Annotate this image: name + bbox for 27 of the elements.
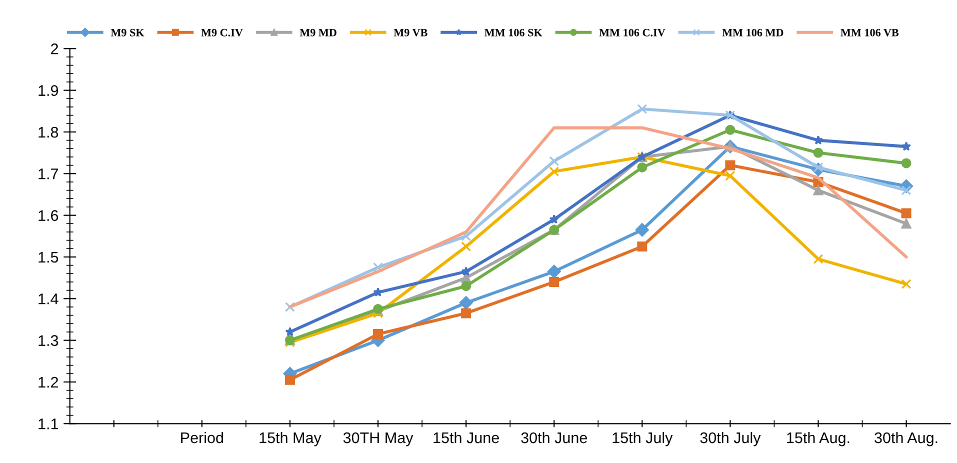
x-tick-label: 30th June <box>521 432 587 444</box>
y-tick-label: 1.4 <box>38 294 58 304</box>
x-tick-label: 15th May <box>260 432 322 446</box>
x-tick-label: 30th July <box>700 432 761 446</box>
legend-label: MM 106 C.IV <box>599 28 666 36</box>
y-tick-label: 1.8 <box>38 126 58 138</box>
x-tick-label: Period <box>181 432 224 444</box>
y-tick-label: 1.3 <box>38 335 58 346</box>
x-tick-label: 30th Aug. <box>874 432 938 446</box>
x-tick-label: 15th June <box>434 432 499 444</box>
legend-label: MM 106 VB <box>840 28 899 36</box>
legend-label: M9 VB <box>394 28 428 36</box>
legend-label: MM 106 MD <box>722 28 784 36</box>
y-tick-label: 1.6 <box>38 210 58 221</box>
y-tick-label: 2 <box>51 43 58 54</box>
x-tick-label: 15th July <box>612 432 673 446</box>
x-tick-label: 30TH May <box>343 432 414 446</box>
y-tick-label: 1.9 <box>38 85 58 96</box>
x-tick-label: 15th Aug. <box>787 432 850 446</box>
legend-label: MM 106 SK <box>484 28 542 36</box>
legend-label: M9 C.IV <box>201 28 243 36</box>
legend-label: M9 SK <box>110 28 144 36</box>
legend-label: M9 MD <box>300 28 336 36</box>
y-tick-label: 1.2 <box>38 376 58 388</box>
y-tick-label: 1.5 <box>38 252 58 263</box>
y-tick-label: 1.1 <box>38 418 58 430</box>
y-tick-label: 1.7 <box>38 168 58 180</box>
